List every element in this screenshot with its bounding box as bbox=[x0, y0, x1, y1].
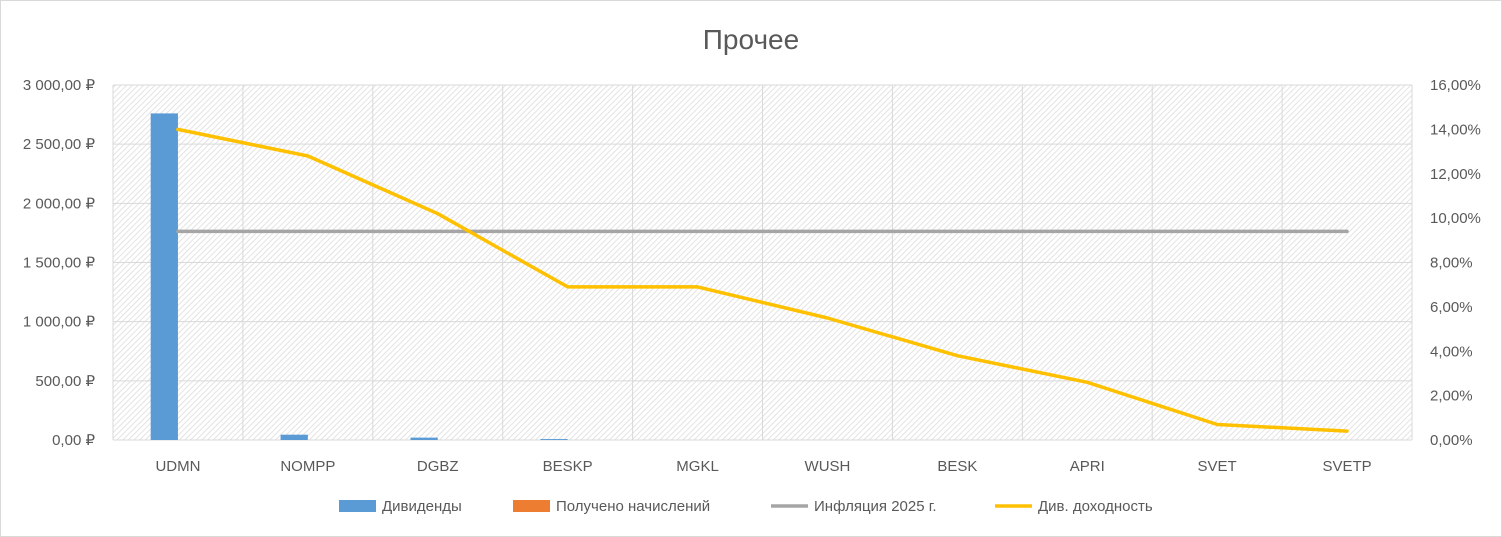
x-tick-label: UDMN bbox=[155, 458, 200, 475]
y-right-tick-label: 2,00% bbox=[1430, 388, 1473, 405]
y-right-tick-label: 0,00% bbox=[1430, 432, 1473, 449]
y-left-tick-label: 500,00 ₽ bbox=[35, 373, 95, 390]
legend-swatch bbox=[339, 500, 376, 512]
y-right-tick-label: 14,00% bbox=[1430, 121, 1481, 138]
bar bbox=[150, 113, 178, 441]
x-tick-label: APRI bbox=[1070, 458, 1105, 475]
y-left-tick-label: 3 000,00 ₽ bbox=[23, 77, 96, 94]
y-left-tick-label: 1 500,00 ₽ bbox=[23, 255, 96, 272]
y-left-tick-label: 2 500,00 ₽ bbox=[23, 136, 96, 153]
y-left-tick-label: 1 000,00 ₽ bbox=[23, 314, 96, 331]
legend-label: Инфляция 2025 г. bbox=[814, 498, 937, 515]
x-tick-label: WUSH bbox=[805, 458, 851, 475]
y-right-tick-label: 8,00% bbox=[1430, 255, 1473, 272]
y-right-tick-label: 12,00% bbox=[1430, 166, 1481, 183]
series-line bbox=[176, 127, 1349, 433]
bar bbox=[540, 439, 568, 440]
x-tick-label: SVET bbox=[1198, 458, 1237, 475]
legend-label: Дивиденды bbox=[382, 498, 462, 515]
y-right-tick-label: 10,00% bbox=[1430, 210, 1481, 227]
x-tick-label: SVETP bbox=[1322, 458, 1371, 475]
legend-label: Див. доходность bbox=[1038, 498, 1153, 515]
y-right-tick-label: 4,00% bbox=[1430, 343, 1473, 360]
x-tick-label: DGBZ bbox=[417, 458, 459, 475]
x-tick-label: NOMPP bbox=[280, 458, 335, 475]
legend-swatch bbox=[513, 500, 550, 512]
x-tick-label: BESK bbox=[937, 458, 977, 475]
y-right-tick-label: 6,00% bbox=[1430, 299, 1473, 316]
x-tick-label: BESKP bbox=[543, 458, 593, 475]
y-left-tick-label: 0,00 ₽ bbox=[52, 432, 95, 449]
chart-title: Прочее bbox=[703, 24, 799, 55]
legend-label: Получено начислений bbox=[556, 498, 710, 515]
y-left-tick-label: 2 000,00 ₽ bbox=[23, 195, 96, 212]
x-tick-label: MGKL bbox=[676, 458, 719, 475]
y-right-tick-label: 16,00% bbox=[1430, 77, 1481, 94]
bar bbox=[280, 434, 308, 440]
bar bbox=[410, 437, 438, 440]
